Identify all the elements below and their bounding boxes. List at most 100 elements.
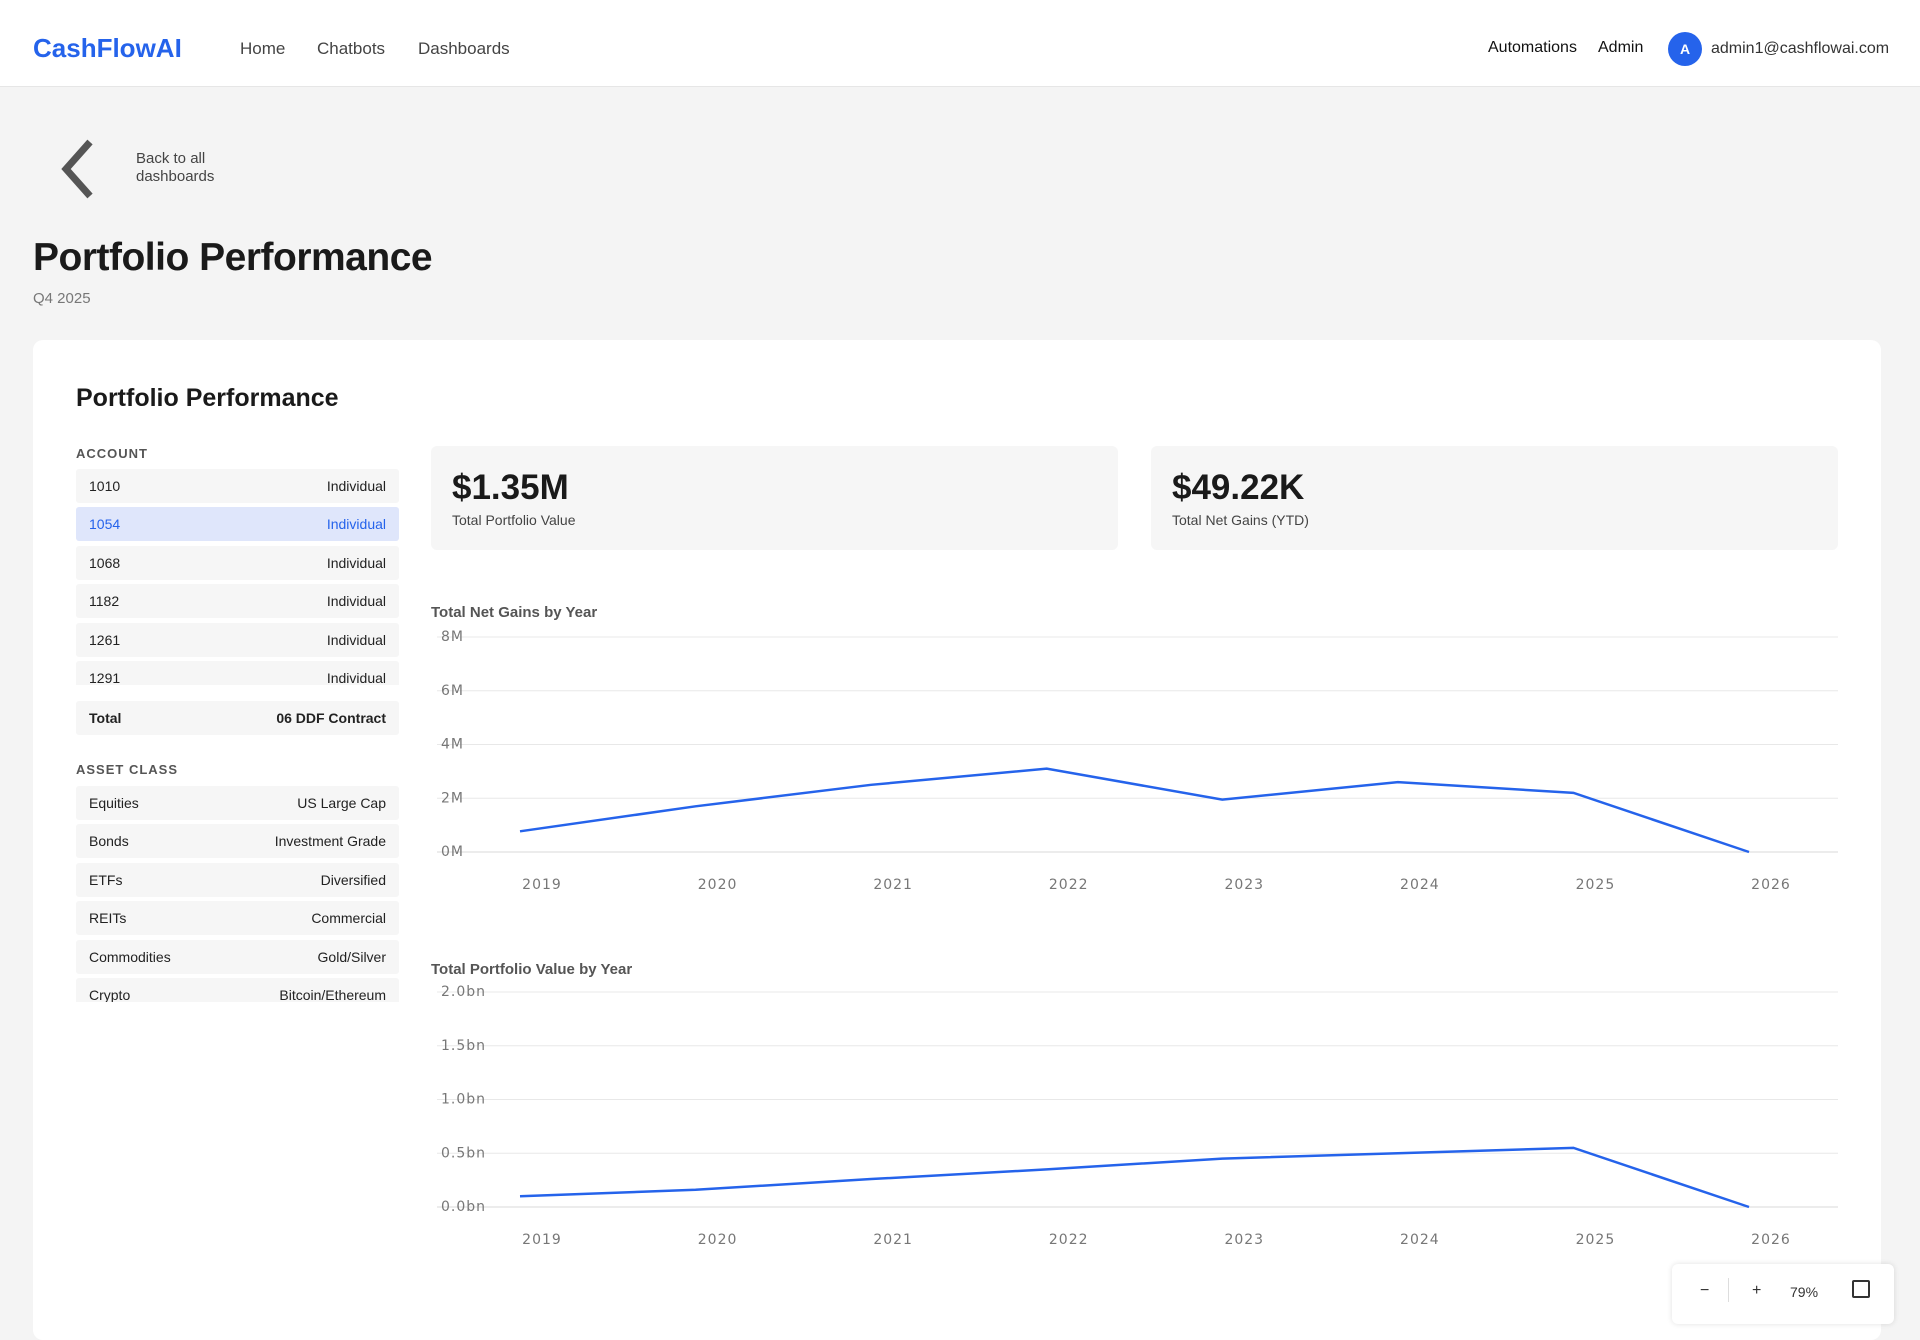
avatar[interactable]: A [1668, 32, 1702, 66]
line-chart: 0.0bn0.5bn1.0bn1.5bn2.0bn201920202021202… [431, 985, 1841, 1257]
x-tick-label: 2026 [1751, 877, 1791, 893]
y-tick-label: 1.0bn [441, 1092, 486, 1108]
chart-title: Total Net Gains by Year [431, 604, 597, 621]
x-tick-label: 2024 [1400, 877, 1440, 893]
x-tick-label: 2024 [1400, 1232, 1440, 1248]
row-key: 1054 [89, 516, 120, 532]
data-line [520, 769, 1749, 852]
x-tick-label: 2025 [1576, 1232, 1616, 1248]
fit-button[interactable] [1852, 1280, 1870, 1298]
account-list: 1010 Individual 1054 Individual 1068 Individu… [76, 469, 399, 685]
kpi-card: $49.22K Total Net Gains (YTD) [1151, 446, 1838, 550]
page: Portfolio Performance html, body { margi… [0, 0, 1920, 1311]
card-title: Portfolio Performance [76, 384, 339, 413]
row-value: Individual [327, 516, 386, 532]
page-title: Portfolio Performance [33, 236, 432, 280]
kpi-card: $1.35M Total Portfolio Value [431, 446, 1118, 550]
row-key: Crypto [89, 987, 130, 1002]
row-key: ETFs [89, 872, 122, 888]
row-value: Gold/Silver [318, 949, 386, 965]
row-value: US Large Cap [297, 795, 386, 811]
row-value: Investment Grade [275, 833, 386, 849]
row-value: Individual [327, 670, 386, 685]
divider [1728, 1278, 1729, 1302]
row-key: 1182 [89, 593, 119, 609]
row-key: 1261 [89, 632, 120, 648]
list-row[interactable]: Bonds Investment Grade [76, 824, 399, 858]
x-tick-label: 2019 [522, 877, 562, 893]
x-tick-label: 2023 [1224, 877, 1264, 893]
nav-link[interactable]: Dashboards [418, 39, 510, 59]
total-label: Total [89, 710, 121, 726]
row-value: Diversified [321, 872, 386, 888]
zoom-in[interactable]: + [1752, 1282, 1761, 1300]
back-icon[interactable] [56, 136, 106, 202]
y-tick-label: 0.0bn [441, 1199, 486, 1215]
row-value: Individual [327, 632, 386, 648]
x-tick-label: 2022 [1049, 877, 1089, 893]
nav-link[interactable]: Chatbots [317, 39, 385, 59]
row-value: Individual [327, 593, 386, 609]
x-tick-label: 2026 [1751, 1232, 1791, 1248]
list-row[interactable]: 1054 Individual [76, 507, 399, 541]
list-row[interactable]: 1261 Individual [76, 623, 399, 657]
nav-link[interactable]: Automations [1488, 39, 1577, 57]
user-email[interactable]: admin1@cashflowai.com [1711, 40, 1889, 58]
zoom-control: − + 79% [1672, 1264, 1894, 1324]
back-link[interactable]: Back to all dashboards [136, 150, 246, 186]
row-key: Commodities [89, 949, 171, 965]
row-key: Bonds [89, 833, 129, 849]
zoom-out[interactable]: − [1700, 1282, 1709, 1300]
line-chart: 0M2M4M6M8M201920202021202220232024202520… [431, 630, 1841, 902]
y-tick-label: 8M [441, 630, 464, 645]
row-value: Commercial [311, 910, 386, 926]
account-total: Total 06 DDF Contract [76, 701, 399, 737]
row-value: Bitcoin/Ethereum [279, 987, 386, 1002]
list-row[interactable]: Commodities Gold/Silver [76, 940, 399, 974]
chart-title: Total Portfolio Value by Year [431, 961, 632, 978]
row-key: 1068 [89, 555, 120, 571]
x-tick-label: 2022 [1049, 1232, 1089, 1248]
page-body: {"header": {"logo": "CashFlowAI", "nav":… [0, 0, 1920, 1311]
logo[interactable]: CashFlowAI [33, 33, 182, 64]
row-key: 1010 [89, 478, 120, 494]
kpi-value: $1.35M [452, 468, 569, 508]
asset-class-list: Equities US Large Cap Bonds Investment Grad… [76, 786, 399, 1002]
chevron [66, 142, 90, 196]
y-tick-label: 2.0bn [441, 985, 486, 1000]
y-tick-label: 0.5bn [441, 1145, 486, 1161]
x-tick-label: 2020 [698, 877, 738, 893]
row-value: Individual [327, 555, 386, 571]
list-row[interactable]: 1068 Individual [76, 546, 399, 580]
total-value: 06 DDF Contract [276, 710, 386, 726]
row-key: Equities [89, 795, 139, 811]
kpi-label: Total Net Gains (YTD) [1172, 512, 1309, 528]
y-tick-label: 2M [441, 790, 464, 806]
list-row[interactable]: Crypto Bitcoin/Ethereum [76, 978, 399, 1002]
top-bar: CashFlowAI Home Chatbots Dashboards Auto… [0, 0, 1920, 87]
kpi-label: Total Portfolio Value [452, 512, 575, 528]
page-subtitle: Q4 2025 [33, 290, 91, 307]
kpi-value: $49.22K [1172, 468, 1304, 508]
data-line [520, 1148, 1749, 1207]
row-key: REITs [89, 910, 126, 926]
row-value: Individual [327, 478, 386, 494]
list-row[interactable]: 1010 Individual [76, 469, 399, 503]
list-row[interactable]: ETFs Diversified [76, 863, 399, 897]
nav-link[interactable]: Home [240, 39, 285, 59]
x-tick-label: 2025 [1576, 877, 1616, 893]
y-tick-label: 1.5bn [441, 1038, 486, 1054]
nav-link[interactable]: Admin [1598, 39, 1643, 57]
zoom-level: 79% [1790, 1284, 1818, 1300]
section-label: ASSET CLASS [76, 762, 178, 777]
list-row[interactable]: 1182 Individual [76, 584, 399, 618]
list-row[interactable]: 1291 Individual [76, 661, 399, 685]
row-key: 1291 [89, 670, 120, 685]
x-tick-label: 2019 [522, 1232, 562, 1248]
list-row[interactable]: REITs Commercial [76, 901, 399, 935]
x-tick-label: 2021 [873, 1232, 913, 1248]
y-tick-label: 6M [441, 683, 464, 699]
list-row[interactable]: Equities US Large Cap [76, 786, 399, 820]
section-label: ACCOUNT [76, 446, 148, 461]
x-tick-label: 2023 [1224, 1232, 1264, 1248]
